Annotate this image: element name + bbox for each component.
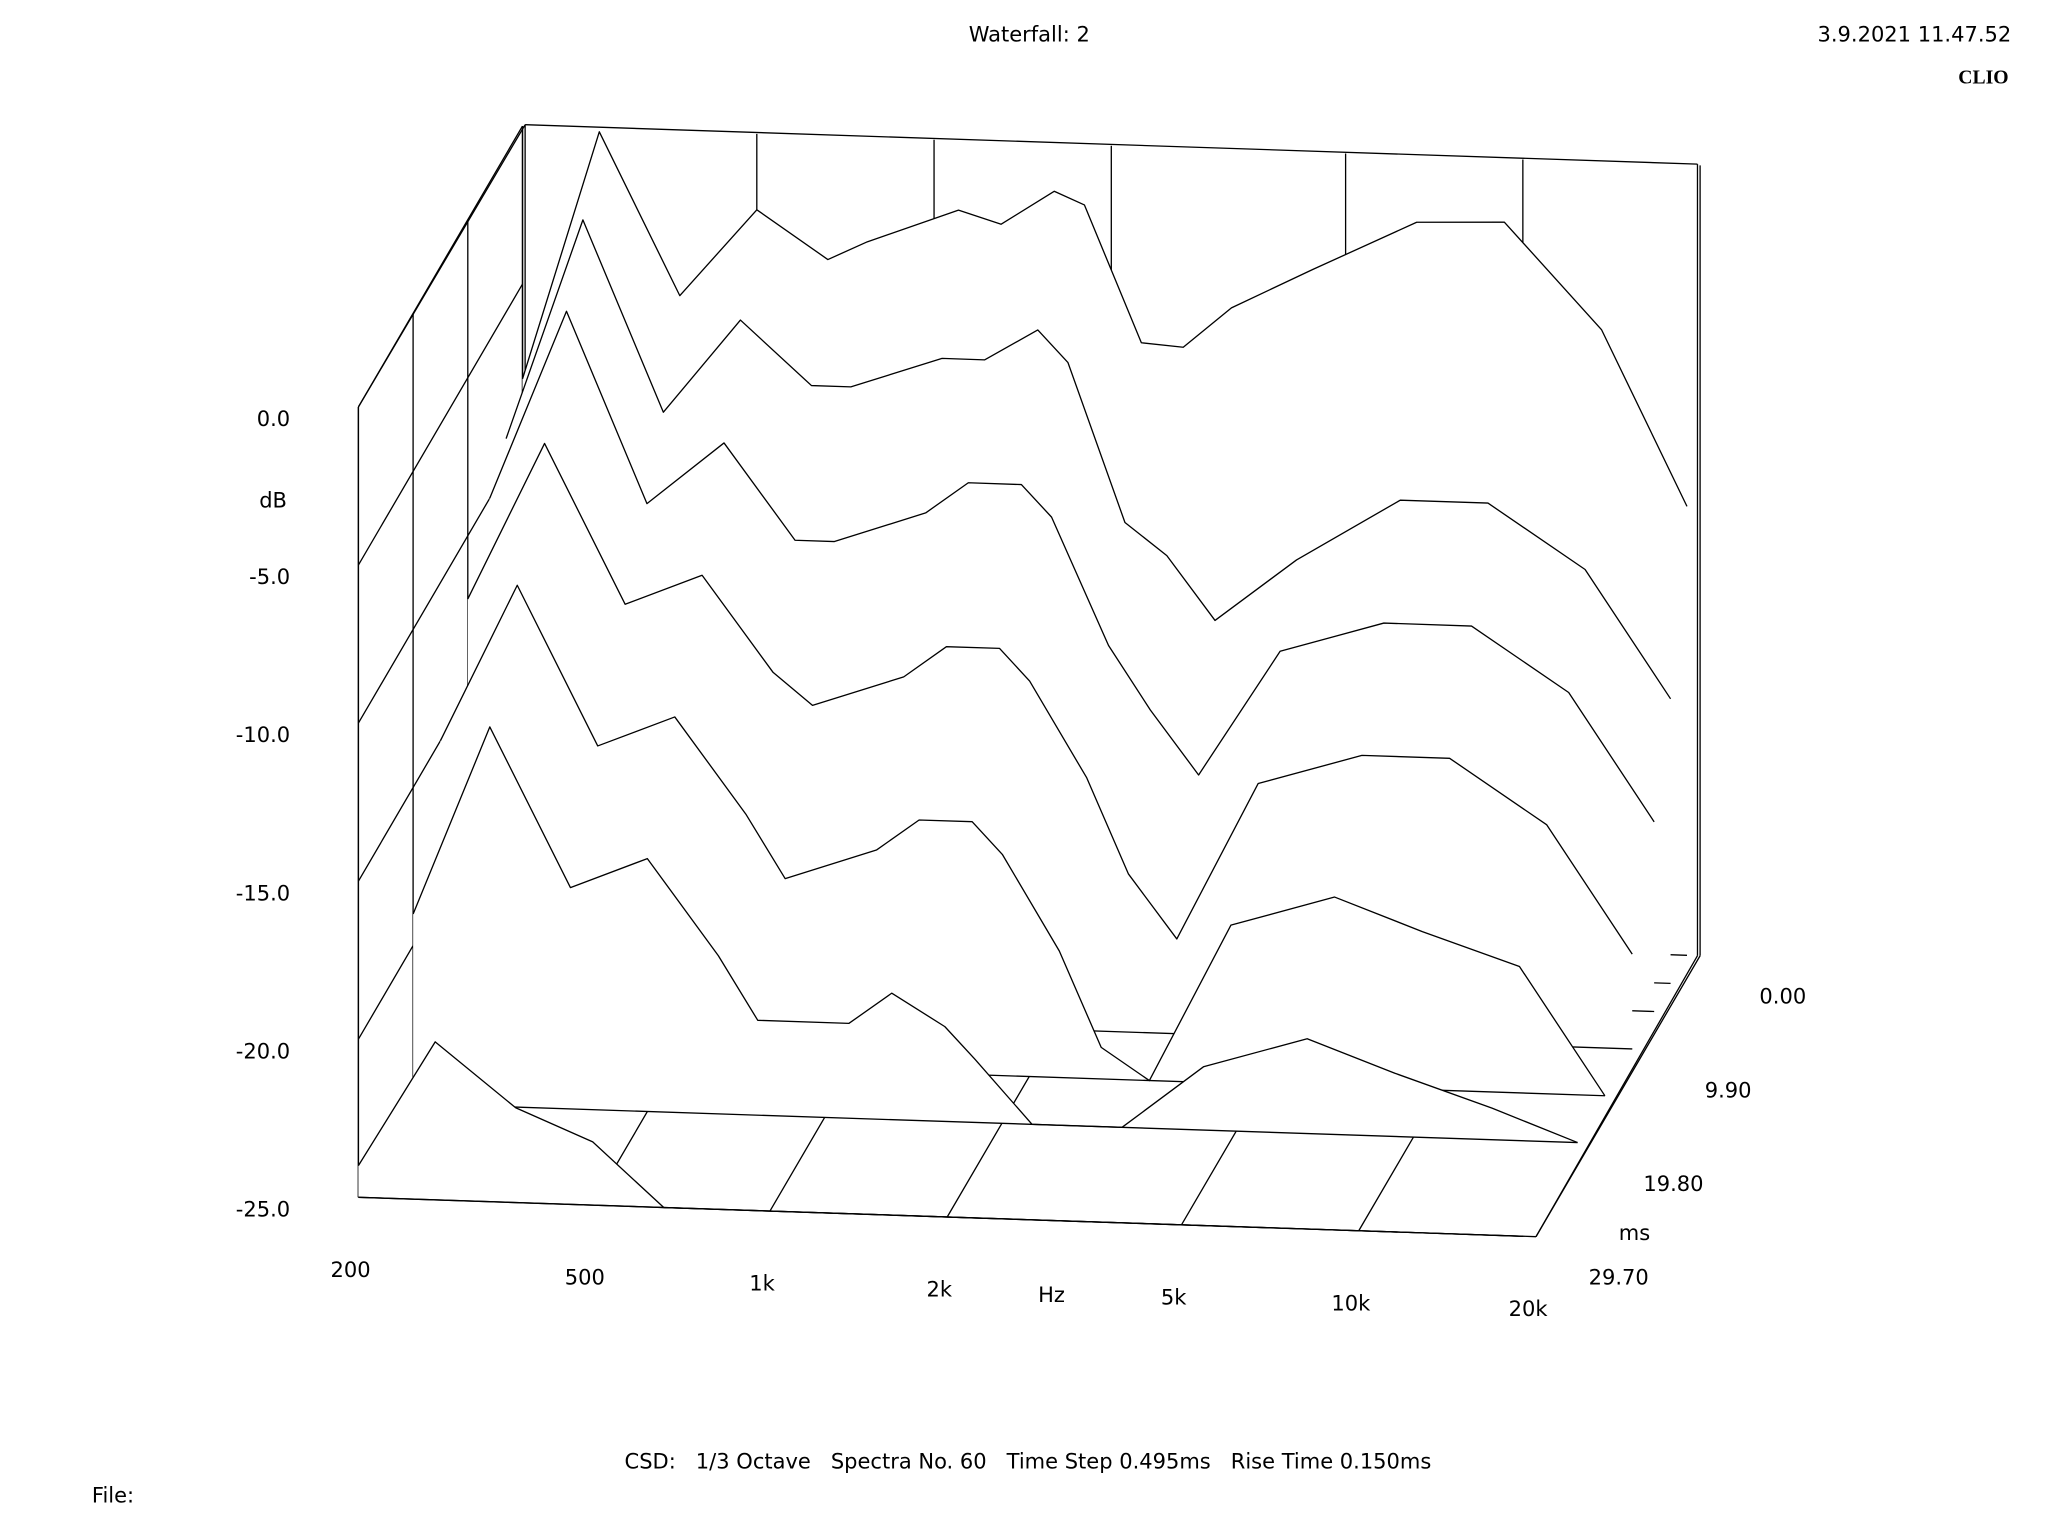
y-axis-label: dB [259,488,287,512]
y-tick-label: -10.0 [236,723,290,747]
x-tick-label: 200 [330,1258,370,1282]
z-tick-label: 0.00 [1759,985,1806,1009]
spectrum-line [489,310,1655,823]
spectrum-fill [440,585,1605,1096]
file-label: File: [92,1484,134,1508]
spectrum-line [412,726,1578,1144]
z-tick-label: 9.90 [1705,1078,1752,1102]
x-tick-label: 1k [749,1272,775,1296]
z-axis-label: ms [1619,1221,1650,1245]
spectrum-line [467,442,1633,955]
back-top-edge [525,124,1698,165]
z-tick-label: 29.70 [1589,1266,1649,1290]
y-tick-label: -25.0 [236,1197,290,1221]
chart-title: Waterfall: 2 [969,22,1090,46]
y-tick-label: -20.0 [236,1039,290,1063]
spectrum-line [439,584,1606,1097]
spectrum-line [505,219,1672,700]
y-tick-label: 0.0 [257,407,290,431]
floor-grid-line [1535,955,1701,1238]
x-axis-label: Hz [1038,1283,1065,1307]
left-wall-grid-line [357,125,524,408]
timestamp: 3.9.2021 11.47.52 [1818,22,2012,46]
x-tick-label: 500 [565,1266,605,1290]
z-tick-label: 19.80 [1643,1172,1703,1196]
front-bottom-edge [358,1196,1537,1238]
y-tick-label: -15.0 [236,881,290,905]
x-tick-label: 10k [1331,1291,1371,1315]
x-tick-label: 2k [927,1278,953,1302]
spectrum-fill [413,726,1578,1143]
x-tick-label: 5k [1161,1285,1187,1309]
spectrum-line [521,131,1688,507]
spectrum-baseline [413,1102,1578,1144]
left-wall-grid-line [357,283,524,566]
y-tick-label: -5.0 [249,565,290,589]
brand: CLIO [1958,66,2008,88]
footer: CSD: 1/3 Octave Spectra No. 60 Time Step… [625,1449,1432,1473]
x-tick-label: 20k [1509,1297,1549,1321]
